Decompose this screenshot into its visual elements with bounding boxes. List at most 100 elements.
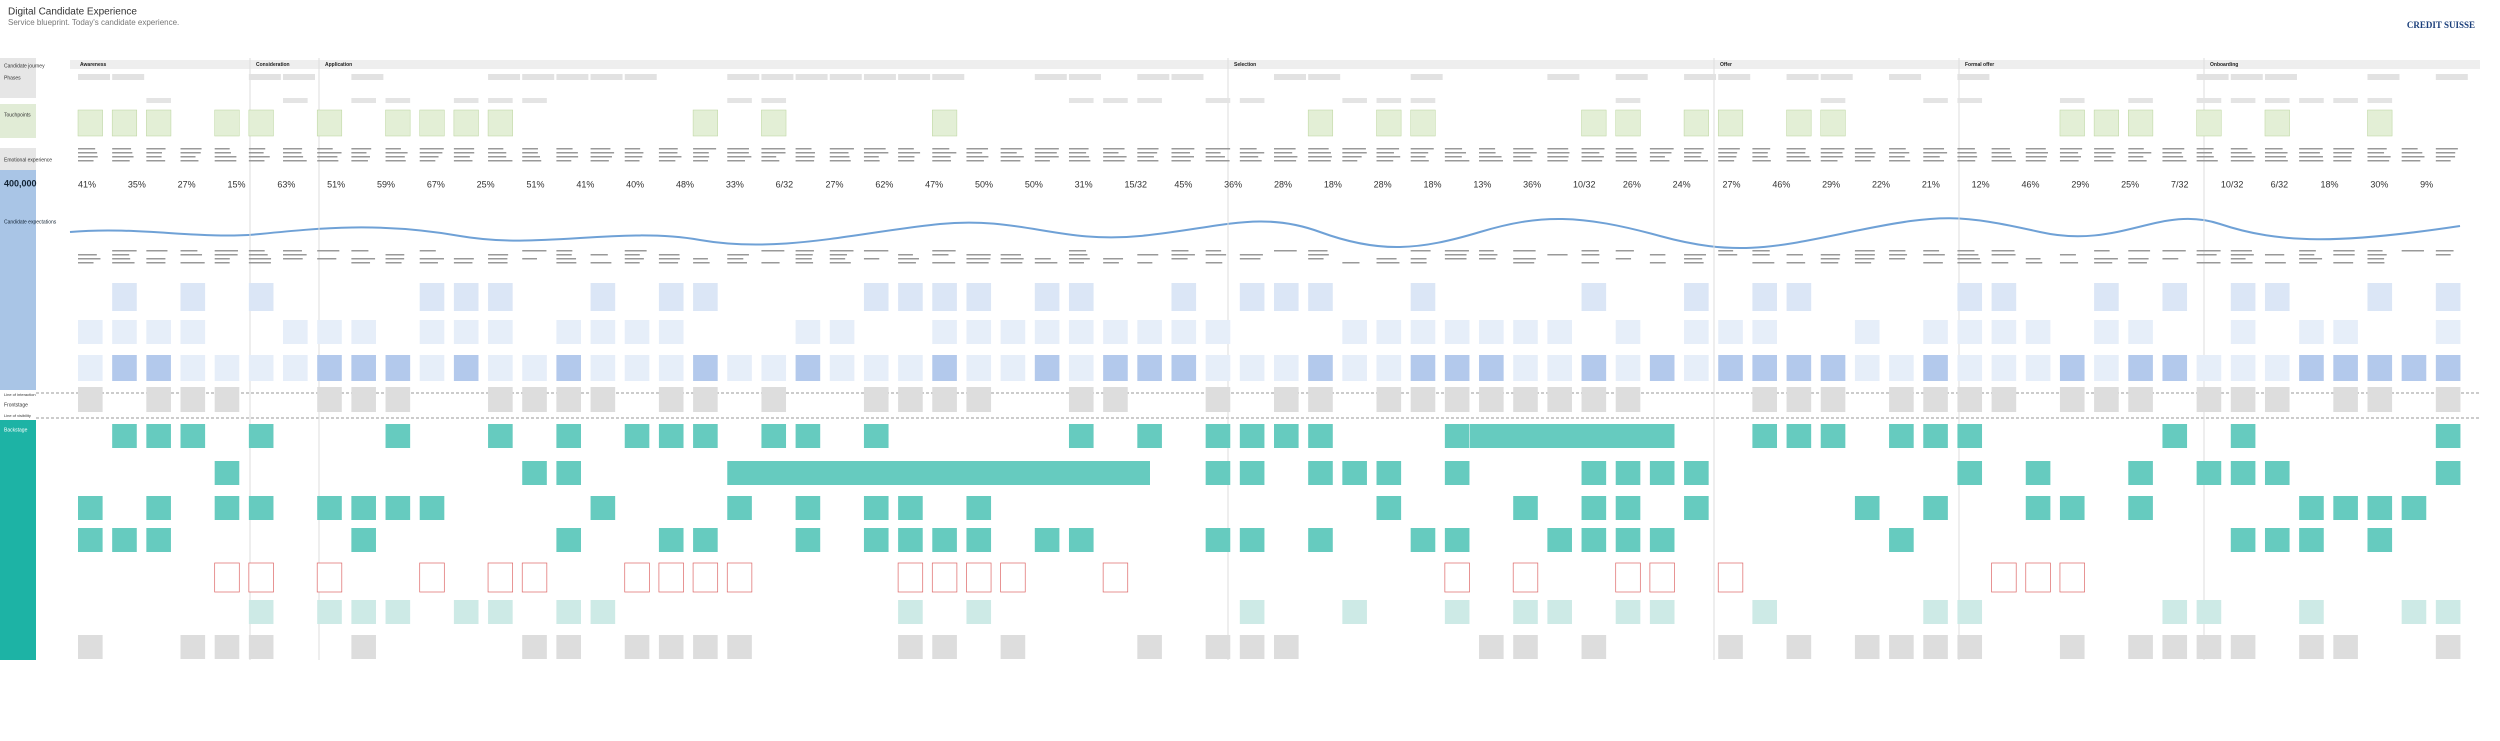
text-line	[2094, 262, 2113, 264]
text-line	[2162, 156, 2184, 158]
touch-card	[1376, 355, 1402, 381]
text-line	[1923, 152, 1948, 154]
touch-card	[2435, 320, 2461, 344]
text-line	[214, 156, 237, 158]
touch-card	[1684, 320, 1709, 344]
text-line	[214, 262, 230, 264]
touch-card	[112, 283, 137, 311]
text-line	[795, 254, 813, 256]
touch-card	[522, 355, 547, 381]
touch-card	[1923, 355, 1948, 381]
text-line	[2059, 148, 2083, 150]
text-line	[2264, 254, 2285, 256]
text-line	[932, 250, 956, 252]
backstage-card	[863, 496, 889, 520]
text-line	[453, 152, 475, 154]
touchpoint	[795, 74, 828, 80]
text-line	[1854, 250, 1875, 252]
wide-card	[740, 461, 1150, 485]
backstage-card	[897, 562, 924, 593]
text-line	[2059, 152, 2079, 154]
text-line	[146, 250, 168, 252]
gray-card	[1991, 387, 2017, 412]
backstage-card	[214, 461, 240, 485]
text-line	[419, 156, 439, 158]
backstage-card	[1649, 600, 1675, 624]
text-line	[2367, 254, 2387, 256]
touchpoint	[1718, 74, 1751, 80]
text-line	[214, 152, 231, 154]
touch-card	[1991, 283, 2017, 311]
touch-card	[283, 320, 308, 344]
backstage-card	[2299, 635, 2324, 659]
touch-card	[1820, 109, 1846, 137]
channel	[2196, 98, 2222, 103]
backstage-card	[2333, 496, 2358, 520]
gray-card	[488, 387, 513, 412]
touch-card	[1786, 355, 1812, 381]
backstage-card	[248, 600, 274, 624]
text-line	[2299, 258, 2323, 260]
metric: 67%	[427, 179, 445, 189]
touch-card	[1889, 355, 1914, 381]
metric: 22%	[1872, 179, 1890, 189]
touchpoint	[590, 74, 623, 80]
touchpoint	[1068, 74, 1101, 80]
text-line	[1205, 160, 1230, 162]
touch-card	[1957, 283, 1983, 311]
text-line	[1239, 148, 1257, 150]
text-line	[2333, 148, 2355, 150]
phase-name: Application	[325, 62, 352, 68]
metric: 33%	[726, 179, 744, 189]
touch-card	[2128, 109, 2154, 137]
text-line	[317, 156, 338, 158]
backstage-card	[727, 635, 752, 659]
text-line	[385, 156, 405, 158]
backstage-card	[1615, 461, 1641, 485]
text-line	[1034, 258, 1051, 260]
text-line	[1820, 262, 1839, 264]
text-line	[1205, 250, 1222, 252]
backstage-card	[146, 528, 171, 552]
backstage-card	[693, 424, 718, 448]
gray-card	[1513, 387, 1538, 412]
text-line	[1205, 254, 1227, 256]
backstage-card	[1923, 600, 1948, 624]
text-line	[829, 258, 846, 260]
gray-card	[1479, 387, 1504, 412]
touch-card	[693, 283, 718, 311]
backstage-card	[2162, 424, 2188, 448]
metric: 18%	[2321, 179, 2339, 189]
text-line	[214, 148, 230, 150]
touch-card	[1444, 355, 1470, 381]
touch-card	[932, 283, 957, 311]
metric: 6/32	[776, 179, 794, 189]
phase-name: Selection	[1234, 62, 1256, 68]
text-line	[1376, 156, 1401, 158]
backstage-card	[453, 600, 479, 624]
touch-card	[1752, 355, 1778, 381]
text-line	[1957, 262, 1982, 264]
text-line	[351, 250, 369, 252]
touch-card	[248, 355, 274, 381]
text-line	[1889, 148, 1906, 150]
text-line	[1410, 258, 1427, 260]
touch-card	[1376, 109, 1402, 137]
text-line	[727, 152, 749, 154]
channel	[1376, 98, 1402, 103]
touch-card	[863, 283, 889, 311]
text-line	[829, 148, 854, 150]
gray-card	[1103, 387, 1128, 412]
text-line	[2264, 156, 2286, 158]
backstage-card	[78, 496, 103, 520]
text-line	[2025, 156, 2047, 158]
backstage-card	[2333, 635, 2358, 659]
touch-card	[2093, 109, 2119, 137]
text-line	[1410, 250, 1431, 252]
backstage-card	[146, 424, 171, 448]
backstage-card	[2401, 496, 2427, 520]
backstage-card	[1444, 528, 1470, 552]
backstage-card	[1615, 600, 1641, 624]
text-line	[112, 254, 130, 256]
backstage-card	[1410, 528, 1436, 552]
